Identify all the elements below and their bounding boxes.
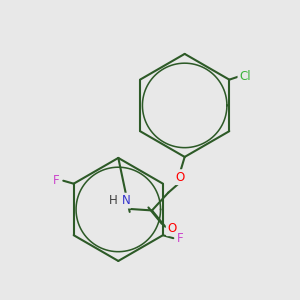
Text: H: H [109,194,118,207]
Text: O: O [176,171,185,184]
Text: F: F [177,232,184,245]
Text: F: F [53,174,60,187]
Text: Cl: Cl [239,70,250,83]
Text: N: N [122,194,130,207]
Text: O: O [167,222,176,235]
